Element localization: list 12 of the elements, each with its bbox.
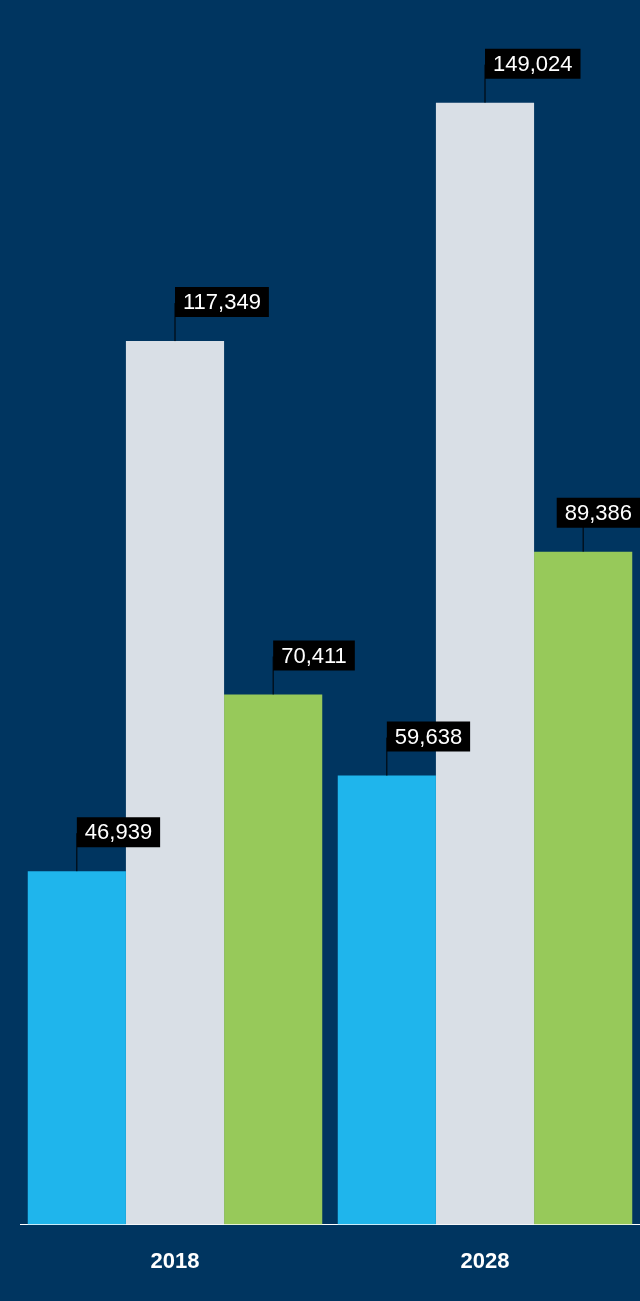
bar <box>27 871 126 1225</box>
x-tick-label: 2018 <box>150 1247 200 1273</box>
data-label: 149,024 <box>493 50 573 76</box>
bar <box>337 775 436 1225</box>
bar <box>534 551 633 1225</box>
data-label: 70,411 <box>281 642 347 668</box>
x-tick-label: 2028 <box>460 1247 510 1273</box>
data-label: 59,638 <box>394 723 463 749</box>
bar <box>224 694 323 1225</box>
data-label: 89,386 <box>564 499 633 525</box>
data-label: 46,939 <box>84 819 153 845</box>
data-label: 117,349 <box>183 289 261 315</box>
